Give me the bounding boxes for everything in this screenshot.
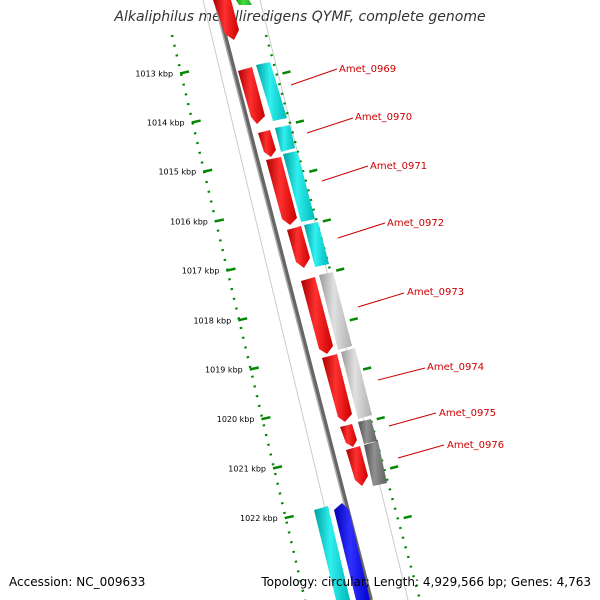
genome-info-text: Topology: circular; Length: 4,929,566 bp… — [261, 575, 591, 589]
cog-box-amet-0971[interactable] — [283, 151, 315, 222]
leader-line-amet-0971 — [321, 165, 369, 182]
scale-tick-outer — [362, 366, 372, 371]
leader-line-amet-0975 — [388, 412, 437, 427]
leader-line-amet-0970 — [306, 117, 354, 134]
scale-tick-outer — [349, 317, 359, 322]
cog-box-amet-0970[interactable] — [275, 125, 295, 152]
scale-tick — [237, 317, 248, 322]
scale-tick — [179, 70, 190, 75]
cog-box-amet-0974[interactable] — [341, 348, 372, 419]
gene-box-partial-top-green[interactable] — [236, 0, 252, 5]
scale-tick-outer — [335, 267, 345, 272]
map-title: Alkaliphilus metalliredigens QYMF, compl… — [114, 9, 486, 25]
scale-tick — [191, 119, 201, 124]
band-left-edge — [202, 0, 348, 600]
gene-arrow-amet-0976[interactable] — [346, 446, 368, 486]
gene-label-amet-0974[interactable]: Amet_0974 — [427, 362, 484, 373]
scale-tick — [226, 267, 236, 272]
scale-tick-outer — [403, 514, 412, 520]
scale-tick-label: 1016 kbp — [170, 217, 208, 226]
scale-ticks: 1013 kbp 1014 kbp 1015 kbp 1016 kbp 1017 kbp… — [135, 69, 412, 523]
gene-arrow-amet-0971[interactable] — [266, 157, 297, 225]
scale-tick-label: 1018 kbp — [193, 316, 231, 325]
scale-tick-label: 1022 kbp — [240, 514, 278, 523]
scale-tick — [249, 366, 260, 371]
gene-labels: Amet_0969 Amet_0970 Amet_0971 Amet_0972 … — [290, 64, 504, 459]
gene-arrow-bottom-blue[interactable] — [334, 503, 370, 600]
gene-arrow-amet-0975[interactable] — [340, 424, 357, 447]
leader-line-amet-0969 — [290, 68, 338, 86]
scale-tick — [272, 465, 283, 470]
scale-tick-outer — [308, 168, 318, 173]
leader-line-amet-0972 — [337, 222, 386, 239]
gene-label-amet-0976[interactable]: Amet_0976 — [447, 440, 504, 451]
scale-tick — [284, 514, 294, 520]
cog-box-amet-0969[interactable] — [256, 62, 287, 121]
scale-tick-label: 1017 kbp — [182, 267, 220, 276]
scale-tick-label: 1019 kbp — [205, 365, 243, 374]
gene-box-bottom-cyan[interactable] — [314, 506, 350, 600]
scale-tick-outer — [376, 415, 386, 421]
backbone-highlight — [213, 0, 370, 600]
scale-tick-label: 1020 kbp — [217, 415, 255, 424]
scale-tick-label: 1021 kbp — [228, 464, 266, 473]
scale-tick-outer — [295, 119, 305, 124]
leader-line-amet-0974 — [377, 367, 426, 381]
leader-line-amet-0976 — [397, 444, 445, 459]
accession-text: Accession: NC_009633 — [9, 575, 146, 589]
backbone-line — [214, 0, 373, 600]
scale-tick-outer — [389, 465, 399, 470]
gene-features — [213, 0, 387, 600]
gene-label-amet-0975[interactable]: Amet_0975 — [439, 408, 496, 419]
gene-arrow-amet-0969[interactable] — [238, 67, 265, 124]
gene-arrow-amet-0974[interactable] — [322, 354, 352, 422]
scale-dots-left — [170, 34, 307, 600]
scale-tick-outer — [282, 70, 291, 75]
scale-tick-label: 1014 kbp — [147, 119, 185, 128]
cog-box-amet-0973[interactable] — [319, 272, 352, 350]
gene-arrow-amet-0972[interactable] — [287, 226, 310, 268]
gene-label-amet-0969[interactable]: Amet_0969 — [339, 64, 396, 75]
scale-tick-label: 1013 kbp — [135, 69, 173, 78]
scale-tick — [214, 218, 225, 223]
leader-line-amet-0973 — [357, 292, 405, 308]
gene-arrow-amet-0973[interactable] — [301, 277, 333, 354]
gene-label-amet-0971[interactable]: Amet_0971 — [370, 161, 427, 172]
gene-label-amet-0970[interactable]: Amet_0970 — [355, 112, 412, 123]
scale-tick-label: 1015 kbp — [158, 168, 196, 177]
gene-arrow-partial-top[interactable] — [213, 0, 239, 40]
gene-label-amet-0972[interactable]: Amet_0972 — [387, 218, 444, 229]
cog-box-amet-0976[interactable] — [364, 441, 387, 486]
gene-arrow-amet-0970[interactable] — [258, 130, 276, 157]
scale-tick — [261, 415, 271, 421]
gene-label-amet-0973[interactable]: Amet_0973 — [407, 287, 464, 298]
cog-box-amet-0975[interactable] — [358, 419, 377, 444]
scale-tick — [202, 168, 213, 173]
cog-box-amet-0972[interactable] — [304, 222, 329, 267]
scale-tick-outer — [322, 218, 332, 223]
